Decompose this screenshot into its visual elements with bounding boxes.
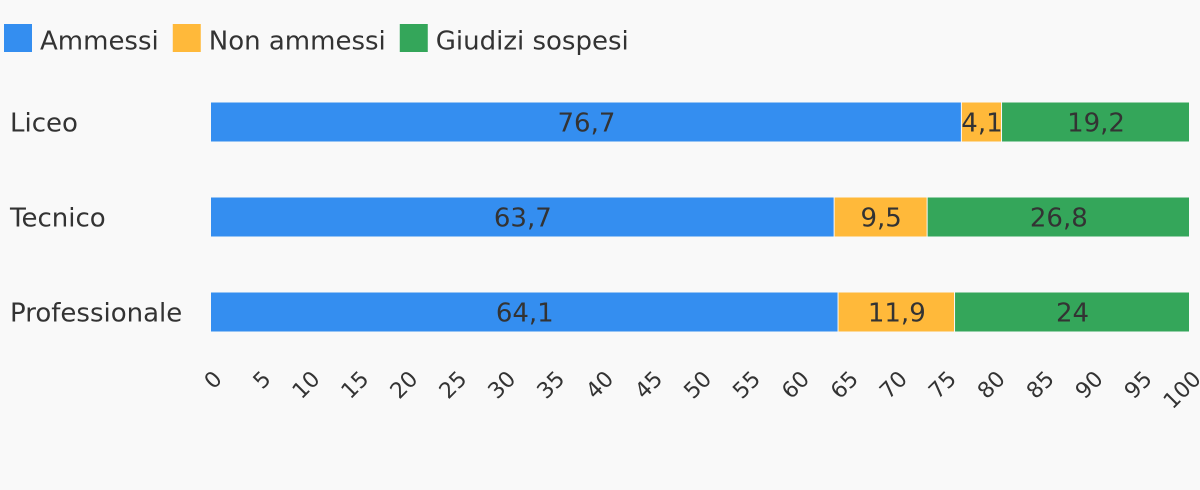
bar-segment — [211, 102, 961, 142]
value-label: 19,2 — [1067, 109, 1125, 139]
bar-segment — [1002, 102, 1189, 142]
legend-swatch — [4, 24, 32, 52]
bar-segment — [961, 102, 1002, 142]
x-tick-label: 0 — [200, 367, 228, 395]
x-tick-label: 35 — [533, 367, 570, 404]
x-tick-label: 15 — [337, 367, 374, 404]
legend-swatch — [399, 24, 428, 52]
x-tick-label: 75 — [924, 367, 961, 404]
bar-segment — [211, 197, 834, 237]
category-label: Liceo — [10, 109, 78, 139]
x-tick-label: 100 — [1159, 367, 1200, 414]
bar-segment — [211, 292, 838, 332]
value-label: 76,7 — [558, 109, 616, 139]
x-tick-label: 45 — [631, 367, 668, 404]
value-label: 11,9 — [868, 299, 926, 329]
x-tick-label: 40 — [582, 367, 619, 404]
x-tick-label: 20 — [386, 367, 423, 404]
category-label: Professionale — [10, 299, 182, 329]
legend-label: Non ammessi — [209, 27, 386, 57]
x-tick-label: 65 — [826, 367, 863, 404]
x-tick-label: 60 — [777, 367, 814, 404]
value-label: 26,8 — [1030, 204, 1088, 234]
x-tick-label: 70 — [875, 367, 912, 404]
bar-segment — [955, 292, 1189, 332]
legend-label: Ammessi — [40, 27, 159, 57]
x-tick-label: 5 — [249, 367, 277, 395]
bar-segment — [927, 197, 1189, 237]
bar-segment — [834, 197, 927, 237]
x-tick-label: 55 — [728, 367, 765, 404]
value-label: 64,1 — [496, 299, 554, 329]
x-tick-label: 30 — [484, 367, 521, 404]
x-tick-label: 25 — [435, 367, 472, 404]
legend-label: Giudizi sospesi — [436, 27, 629, 57]
x-tick-label: 10 — [288, 367, 325, 404]
x-tick-label: 95 — [1120, 367, 1157, 404]
value-label: 4,1 — [961, 109, 1002, 139]
x-tick-label: 85 — [1022, 367, 1059, 404]
bar-segment — [838, 292, 955, 332]
x-tick-label: 50 — [680, 367, 717, 404]
category-label: Tecnico — [9, 204, 106, 234]
x-tick-label: 90 — [1071, 367, 1108, 404]
value-label: 63,7 — [494, 204, 552, 234]
x-tick-label: 80 — [973, 367, 1010, 404]
value-label: 24 — [1056, 299, 1089, 329]
value-label: 9,5 — [860, 204, 901, 234]
legend-swatch — [172, 24, 201, 52]
